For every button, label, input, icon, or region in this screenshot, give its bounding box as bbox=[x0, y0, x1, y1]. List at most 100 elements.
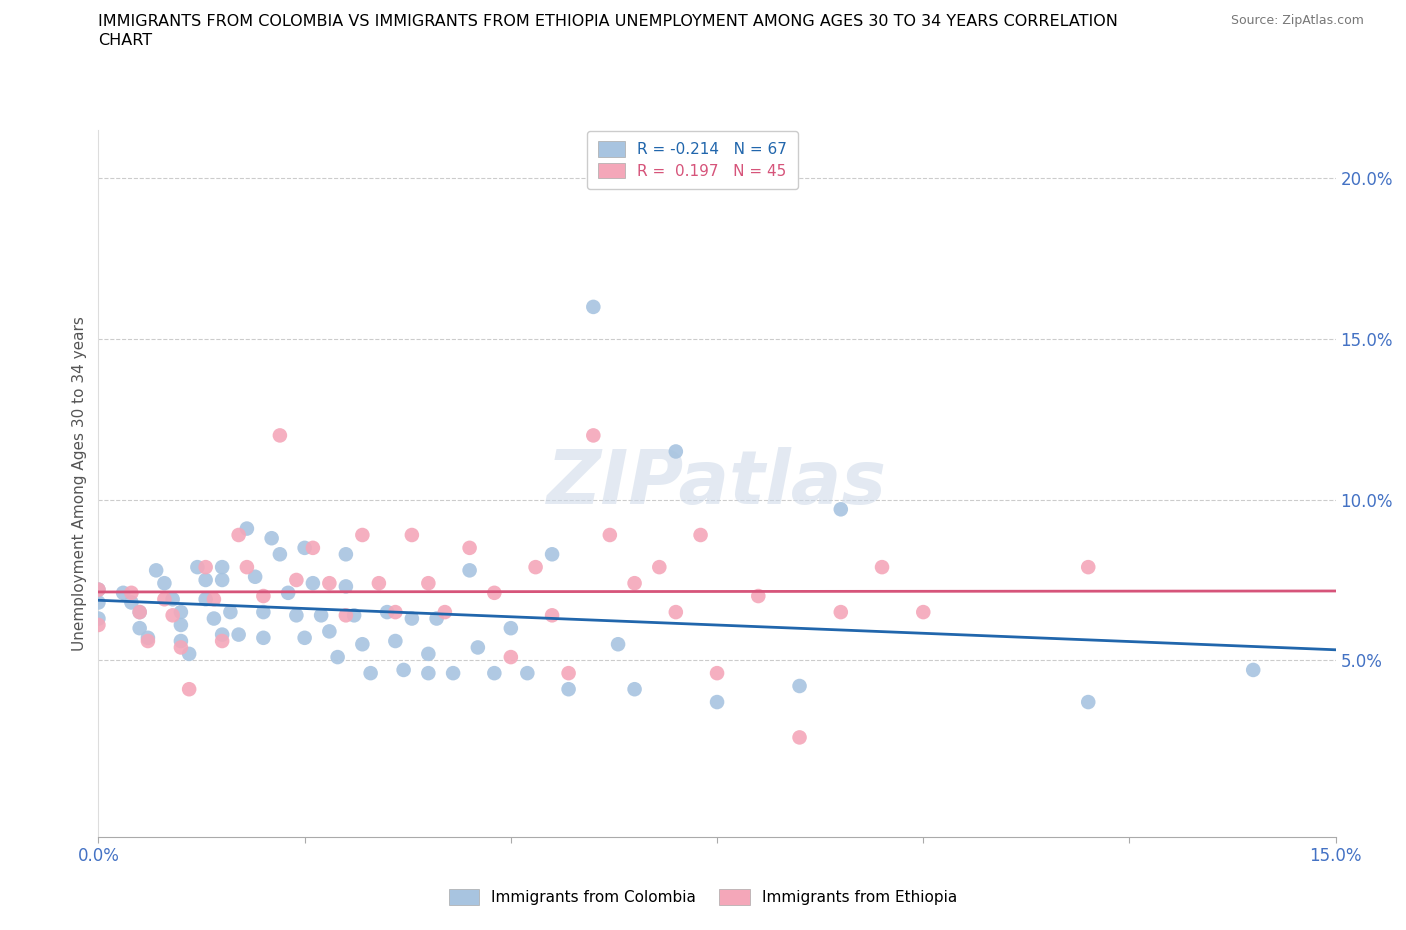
Point bbox=[170, 633, 193, 648]
Point bbox=[418, 646, 440, 661]
Legend: Immigrants from Colombia, Immigrants from Ethiopia: Immigrants from Colombia, Immigrants fro… bbox=[441, 882, 965, 913]
Point bbox=[211, 633, 233, 648]
Y-axis label: Unemployment Among Ages 30 to 34 years: Unemployment Among Ages 30 to 34 years bbox=[72, 316, 87, 651]
Point bbox=[557, 666, 579, 681]
Point bbox=[401, 611, 423, 626]
Point bbox=[335, 547, 357, 562]
Point bbox=[665, 444, 688, 458]
Point bbox=[269, 428, 291, 443]
Point bbox=[335, 608, 357, 623]
Point bbox=[179, 682, 201, 697]
Point bbox=[228, 627, 250, 642]
Point bbox=[87, 582, 110, 597]
Point bbox=[194, 573, 217, 588]
Point bbox=[599, 527, 621, 542]
Point bbox=[401, 527, 423, 542]
Point bbox=[367, 576, 389, 591]
Point bbox=[170, 618, 193, 632]
Point bbox=[360, 666, 382, 681]
Point bbox=[343, 608, 366, 623]
Point bbox=[458, 540, 481, 555]
Point bbox=[912, 604, 935, 619]
Point bbox=[302, 540, 325, 555]
Point bbox=[665, 604, 688, 619]
Point bbox=[309, 608, 332, 623]
Point bbox=[747, 589, 769, 604]
Text: Source: ZipAtlas.com: Source: ZipAtlas.com bbox=[1230, 14, 1364, 27]
Point bbox=[541, 547, 564, 562]
Point bbox=[318, 624, 340, 639]
Point bbox=[136, 633, 159, 648]
Text: ZIPatlas: ZIPatlas bbox=[547, 447, 887, 520]
Point bbox=[211, 573, 233, 588]
Text: IMMIGRANTS FROM COLOMBIA VS IMMIGRANTS FROM ETHIOPIA UNEMPLOYMENT AMONG AGES 30 : IMMIGRANTS FROM COLOMBIA VS IMMIGRANTS F… bbox=[98, 14, 1118, 29]
Point bbox=[211, 627, 233, 642]
Point bbox=[294, 540, 316, 555]
Point bbox=[136, 631, 159, 645]
Point bbox=[294, 631, 316, 645]
Point bbox=[170, 604, 193, 619]
Point bbox=[120, 585, 142, 600]
Point bbox=[326, 650, 349, 665]
Point bbox=[194, 560, 217, 575]
Point bbox=[236, 560, 259, 575]
Point bbox=[441, 666, 464, 681]
Point bbox=[499, 620, 522, 635]
Point bbox=[1077, 695, 1099, 710]
Point bbox=[870, 560, 893, 575]
Point bbox=[706, 695, 728, 710]
Point bbox=[87, 618, 110, 632]
Point bbox=[789, 730, 811, 745]
Point bbox=[170, 640, 193, 655]
Point bbox=[211, 560, 233, 575]
Point bbox=[87, 595, 110, 610]
Point bbox=[252, 631, 274, 645]
Point bbox=[285, 608, 308, 623]
Point bbox=[484, 666, 506, 681]
Point bbox=[830, 502, 852, 517]
Point bbox=[418, 666, 440, 681]
Point bbox=[789, 679, 811, 694]
Point bbox=[607, 637, 630, 652]
Point bbox=[1077, 560, 1099, 575]
Point bbox=[623, 576, 645, 591]
Point bbox=[524, 560, 547, 575]
Point bbox=[384, 604, 406, 619]
Point bbox=[202, 611, 225, 626]
Point bbox=[145, 563, 167, 578]
Point bbox=[87, 611, 110, 626]
Legend: R = -0.214   N = 67, R =  0.197   N = 45: R = -0.214 N = 67, R = 0.197 N = 45 bbox=[586, 131, 797, 190]
Point bbox=[243, 569, 266, 584]
Point bbox=[352, 637, 374, 652]
Point bbox=[318, 576, 340, 591]
Point bbox=[162, 608, 184, 623]
Point bbox=[433, 604, 456, 619]
Point bbox=[830, 604, 852, 619]
Point bbox=[236, 521, 259, 536]
Point bbox=[186, 560, 208, 575]
Point bbox=[269, 547, 291, 562]
Point bbox=[179, 646, 201, 661]
Point bbox=[418, 576, 440, 591]
Point bbox=[375, 604, 398, 619]
Point bbox=[499, 650, 522, 665]
Point bbox=[219, 604, 242, 619]
Point bbox=[228, 527, 250, 542]
Point bbox=[689, 527, 711, 542]
Point bbox=[260, 531, 283, 546]
Point bbox=[648, 560, 671, 575]
Point bbox=[194, 591, 217, 606]
Point bbox=[162, 591, 184, 606]
Point bbox=[120, 595, 142, 610]
Point bbox=[128, 620, 150, 635]
Point bbox=[202, 591, 225, 606]
Point bbox=[541, 608, 564, 623]
Point bbox=[252, 604, 274, 619]
Point bbox=[516, 666, 538, 681]
Point bbox=[484, 585, 506, 600]
Point bbox=[302, 576, 325, 591]
Text: CHART: CHART bbox=[98, 33, 152, 47]
Point bbox=[582, 299, 605, 314]
Point bbox=[392, 662, 415, 677]
Point bbox=[153, 591, 176, 606]
